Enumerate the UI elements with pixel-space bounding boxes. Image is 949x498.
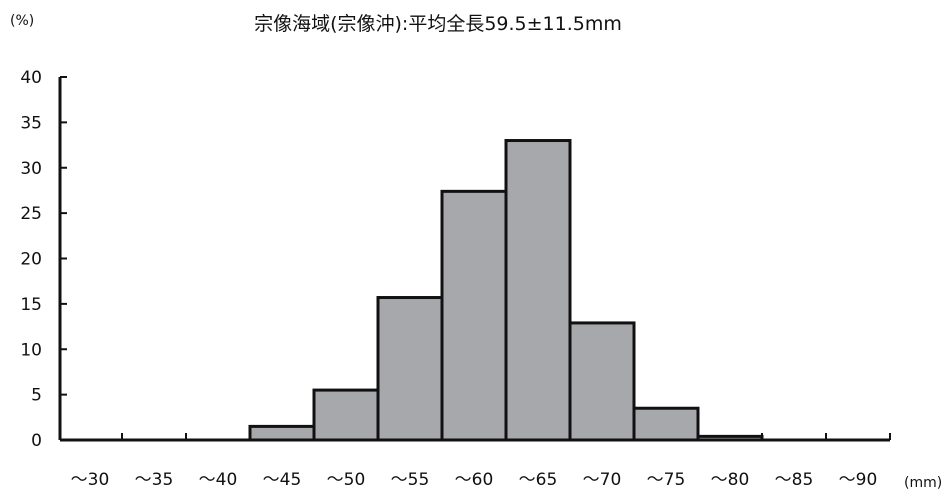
bar-～60 xyxy=(440,189,508,442)
x-category-label: ～30 xyxy=(71,470,110,490)
y-tick-label: 5 xyxy=(31,386,42,406)
bar-～70 xyxy=(568,321,636,442)
y-tick-label: 10 xyxy=(20,340,42,360)
y-tick-label: 25 xyxy=(20,204,42,224)
x-category-label: ～35 xyxy=(135,470,174,490)
x-category-label: ～70 xyxy=(583,470,622,490)
x-category-label: ～40 xyxy=(199,470,238,490)
x-category-label: ～45 xyxy=(263,470,302,490)
x-category-label: ～65 xyxy=(519,470,558,490)
x-axis-ticks: ～30 ～35 ～40 ～45 ～50 ～55 ～60 ～65 ～70 ～75 ～80 ～85 ～90 xyxy=(71,433,891,490)
y-axis-unit-label: (%) xyxy=(10,13,34,29)
chart-title: 宗像海域(宗像沖):平均全長59.5±11.5mm xyxy=(254,13,622,35)
y-tick-label: 15 xyxy=(20,295,42,315)
bar-～45 xyxy=(248,424,316,442)
y-tick-label: 30 xyxy=(20,159,42,179)
x-category-label: ～80 xyxy=(711,470,750,490)
y-tick-label: 20 xyxy=(20,250,42,270)
y-tick-label: 40 xyxy=(20,68,42,88)
x-category-label: ～60 xyxy=(455,470,494,490)
bars-group xyxy=(248,139,764,442)
bar-～75 xyxy=(632,406,700,442)
bar-～55 xyxy=(376,296,444,442)
bar-～65 xyxy=(504,139,572,442)
y-tick-label: 35 xyxy=(20,113,42,133)
y-tick-label: 0 xyxy=(31,431,42,451)
x-category-label: ～85 xyxy=(775,470,814,490)
bar-～50 xyxy=(312,388,380,442)
x-category-label: ～90 xyxy=(839,470,878,490)
x-axis-unit-label: (mm) xyxy=(904,475,942,491)
x-category-label: ～55 xyxy=(391,470,430,490)
x-category-label: ～50 xyxy=(327,470,366,490)
x-category-label: ～75 xyxy=(647,470,686,490)
